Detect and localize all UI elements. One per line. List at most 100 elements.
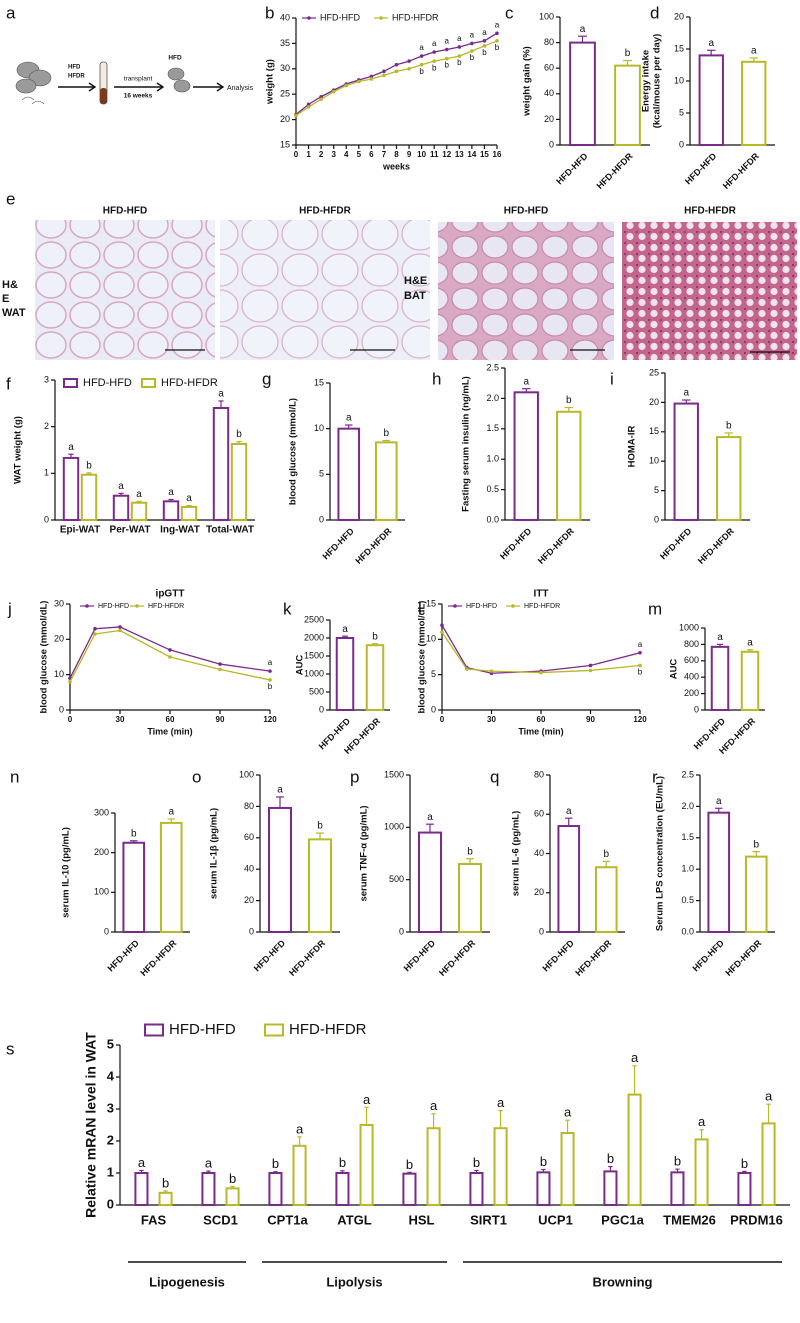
- x-tick-label: UCP1: [538, 1212, 573, 1227]
- y-axis-label: AUC: [295, 655, 306, 676]
- letter: a: [186, 493, 192, 504]
- panel-label: e: [6, 189, 15, 208]
- x-tick-label: 16: [493, 150, 502, 159]
- legend-label: HFD-HFD: [320, 12, 360, 22]
- marker: [218, 667, 222, 672]
- y-tick-label: 0: [431, 704, 436, 714]
- y-tick-label: 20: [674, 11, 684, 21]
- bar: [225, 1187, 240, 1206]
- y-axis-label: blood glucose (mmol/L): [288, 398, 299, 505]
- letter: a: [168, 487, 174, 498]
- bar: [130, 501, 148, 522]
- panel-label: i: [610, 369, 614, 388]
- label: HFDR: [68, 74, 85, 80]
- x-tick-label: FAS: [141, 1212, 167, 1227]
- letter: a: [218, 389, 224, 400]
- letter: a: [342, 624, 348, 635]
- y-axis-label: blood glucose (mmol/dL): [39, 601, 50, 714]
- y-tick-label: 20: [244, 895, 254, 905]
- y-tick-label: 500: [389, 874, 404, 884]
- letter: a: [564, 1105, 572, 1120]
- letter: a: [363, 1092, 371, 1107]
- x-tick-label: 5: [357, 150, 362, 159]
- letter: b: [603, 849, 609, 860]
- marker: [539, 670, 543, 675]
- x-tick-label: 14: [467, 150, 476, 159]
- letter: a: [457, 34, 462, 43]
- panel-label: c: [505, 3, 514, 22]
- line: [69, 626, 271, 679]
- bar: [335, 1172, 350, 1206]
- x-tick-label: 3: [331, 150, 336, 159]
- image-title: HFD-HFD: [504, 206, 548, 217]
- letter: a: [497, 1095, 505, 1110]
- marker: [457, 45, 462, 49]
- y-tick-label: 0.5: [681, 895, 694, 905]
- y-axis-label: serum IL-1β (pg/mL): [209, 808, 220, 899]
- panel: r 0.0 0.5 1.0 1.5 2.0 2.5 Serum LPS concentrati…: [652, 767, 775, 978]
- letter: b: [753, 839, 759, 850]
- y-tick-label: 1.5: [486, 423, 499, 433]
- marker: [495, 31, 499, 36]
- bar: [365, 644, 385, 712]
- letter: b: [272, 1156, 279, 1171]
- bar: [374, 441, 398, 521]
- micrograph: [35, 220, 215, 360]
- letter: a: [747, 637, 753, 648]
- y-tick-label: 200: [94, 847, 109, 857]
- bar: [426, 1127, 441, 1206]
- y-axis-label: Relative mRAN level in WAT: [83, 1032, 99, 1218]
- letter: a: [346, 413, 352, 424]
- letter: a: [580, 24, 586, 35]
- x-tick-label: 90: [586, 715, 595, 724]
- marker: [407, 59, 411, 63]
- y-tick-label: 3: [44, 374, 49, 384]
- bar: [493, 1127, 508, 1206]
- bar: [308, 838, 332, 933]
- letter: a: [68, 442, 74, 453]
- y-tick-label: 20: [280, 114, 290, 124]
- y-tick-label: 35: [280, 38, 290, 48]
- row-label: H&: [2, 279, 18, 291]
- group-label: Lipolysis: [326, 1274, 382, 1289]
- y-tick-label: 15: [314, 377, 324, 387]
- y-tick-label: 2.5: [681, 769, 694, 779]
- bar: [158, 1191, 173, 1206]
- marker: [306, 105, 311, 109]
- panel-label: n: [10, 767, 19, 786]
- letter: a: [566, 806, 572, 817]
- marker: [93, 632, 97, 636]
- x-tick-label: Epi-WAT: [60, 525, 100, 536]
- marker: [331, 89, 336, 94]
- x-axis-label: weeks: [382, 161, 410, 171]
- panel-label: m: [648, 599, 662, 618]
- marker: [444, 47, 449, 52]
- y-tick-label: 20: [54, 634, 64, 644]
- letter: a: [205, 1156, 213, 1171]
- letter: a: [427, 812, 433, 823]
- bar: [694, 1138, 709, 1207]
- line: [69, 629, 271, 683]
- bar: [737, 1172, 752, 1206]
- bar: [560, 1132, 575, 1206]
- letter: b: [229, 1171, 236, 1186]
- bar: [62, 456, 80, 521]
- panel: f 0 1 2 3 WAT weight (g) a b Epi-WAT a a Per-WAT a a I…: [6, 374, 255, 536]
- y-tick-label: 15: [674, 43, 684, 53]
- x-axis-label: Time (min): [518, 726, 563, 736]
- letter: b: [607, 1151, 614, 1166]
- y-tick-label: 15: [280, 139, 290, 149]
- line: [441, 631, 641, 674]
- x-tick-label: ATGL: [337, 1212, 371, 1227]
- y-tick-label: 1000: [304, 668, 324, 678]
- bar: [744, 855, 768, 934]
- letter: a: [717, 632, 723, 643]
- legend-label: HFD-HFDR: [161, 377, 218, 389]
- y-tick-label: 200: [684, 688, 699, 698]
- letter: b: [457, 58, 462, 67]
- bar: [741, 60, 767, 146]
- image-title: HFD-HFDR: [299, 206, 351, 217]
- panel-label: d: [650, 3, 659, 22]
- micrograph: [438, 222, 614, 360]
